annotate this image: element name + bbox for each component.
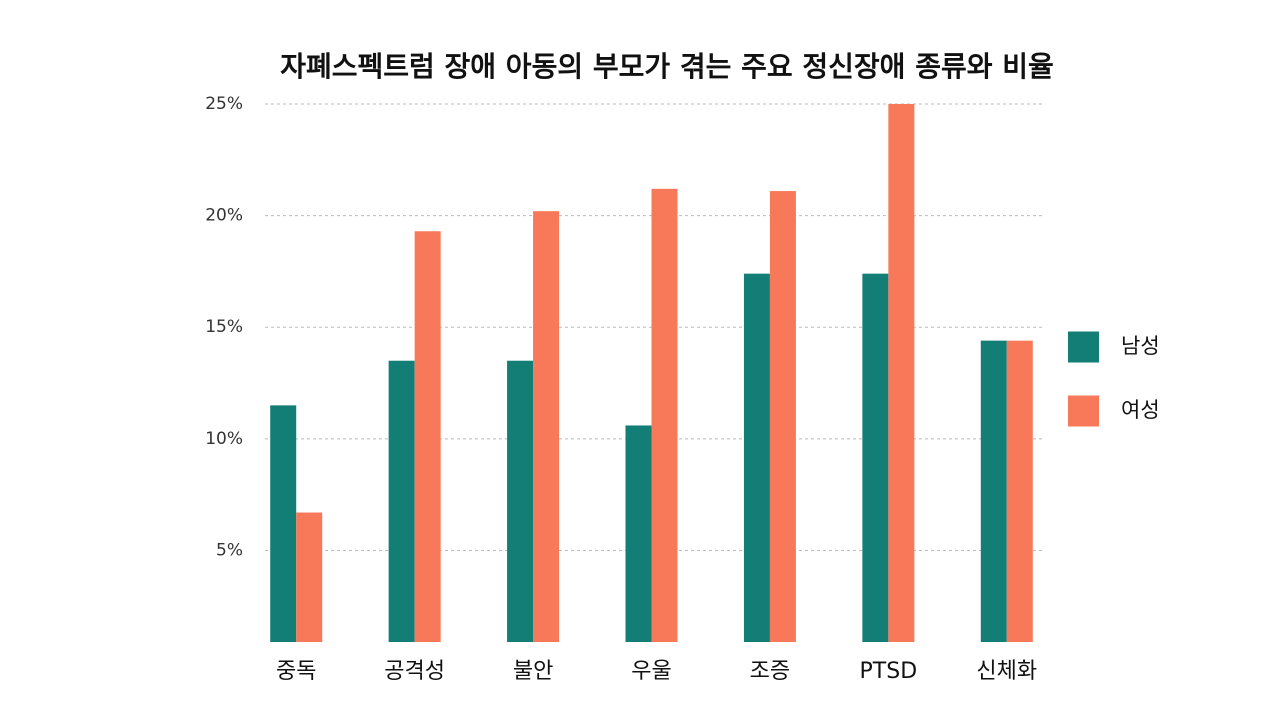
x-tick-label: 불안 [513,659,553,684]
x-tick-label: 우울 [631,659,671,684]
bar [651,188,678,642]
x-tick-label: 공격성 [384,659,445,684]
y-tick-label: 10% [205,429,243,449]
bar [414,231,441,642]
legend-label: 남성 [1121,334,1160,358]
y-tick-label: 20% [205,206,243,226]
y-tick-label: 25% [205,94,243,114]
bar [270,405,297,642]
bar [507,360,534,642]
bar [743,273,770,642]
x-tick-label: 신체화 [976,659,1037,684]
bar [1006,340,1033,642]
legend-swatch [1068,395,1099,427]
bar [388,360,415,642]
legend-label: 여성 [1121,398,1160,422]
bar [888,104,915,642]
bar [769,191,796,642]
legend-swatch [1068,331,1099,363]
x-tick-label: 중독 [276,659,316,684]
chart-title: 자폐스펙트럼 장애 아동의 부모가 겪는 주요 정신장애 종류와 비율 [280,50,1054,83]
y-tick-label: 5% [216,540,243,560]
x-tick-label: 조증 [750,659,790,684]
bar [625,425,652,642]
bar [862,273,889,642]
y-tick-label: 15% [205,317,243,337]
bar [533,211,560,642]
x-tick-label: PTSD [860,659,918,684]
bar [296,512,323,642]
bar [980,340,1007,642]
